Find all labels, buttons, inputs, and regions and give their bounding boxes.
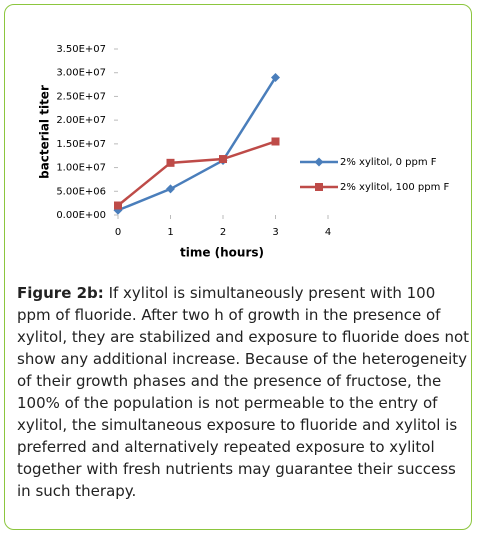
x-tick-label: 0	[115, 227, 121, 238]
marker	[271, 137, 280, 146]
x-tick-label: 4	[325, 227, 331, 238]
y-tick-label: 2.00E+07	[56, 115, 106, 126]
legend-label: 2% xylitol, 0 ppm F	[340, 157, 437, 168]
y-tick-label: 0.00E+00	[56, 210, 106, 221]
y-tick-label: 3.00E+07	[56, 68, 106, 79]
caption: Figure 2b: If xylitol is simultaneously …	[17, 282, 469, 502]
x-tick-label: 3	[272, 227, 278, 238]
marker	[166, 158, 175, 167]
y-tick-label: 3.50E+07	[56, 44, 106, 55]
legend-marker	[314, 157, 324, 167]
caption-text: If xylitol is simultaneously present wit…	[17, 284, 470, 500]
y-tick-label: 1.00E+07	[56, 163, 106, 174]
caption-label: Figure 2b:	[17, 284, 104, 302]
card	[4, 4, 472, 530]
y-tick-label: 2.50E+07	[56, 91, 106, 102]
marker	[219, 155, 227, 164]
series-line	[117, 76, 277, 212]
chart: time (hours) bacterial titer 0.00E+00 5.0…	[38, 44, 450, 260]
y-tick-label: 1.50E+07	[56, 139, 106, 150]
marker	[271, 72, 280, 82]
legend-label: 2% xylitol, 100 ppm F	[340, 182, 449, 193]
x-tick-label: 2	[220, 227, 226, 238]
series-line	[117, 140, 276, 207]
y-axis-title: bacterial titer	[38, 85, 52, 179]
y-tick-label: 5.00E+06	[56, 186, 106, 197]
marker	[114, 201, 122, 210]
marker	[166, 184, 175, 194]
x-tick-label: 1	[167, 227, 173, 238]
legend-marker	[315, 183, 323, 191]
x-axis-title: time (hours)	[180, 246, 264, 260]
